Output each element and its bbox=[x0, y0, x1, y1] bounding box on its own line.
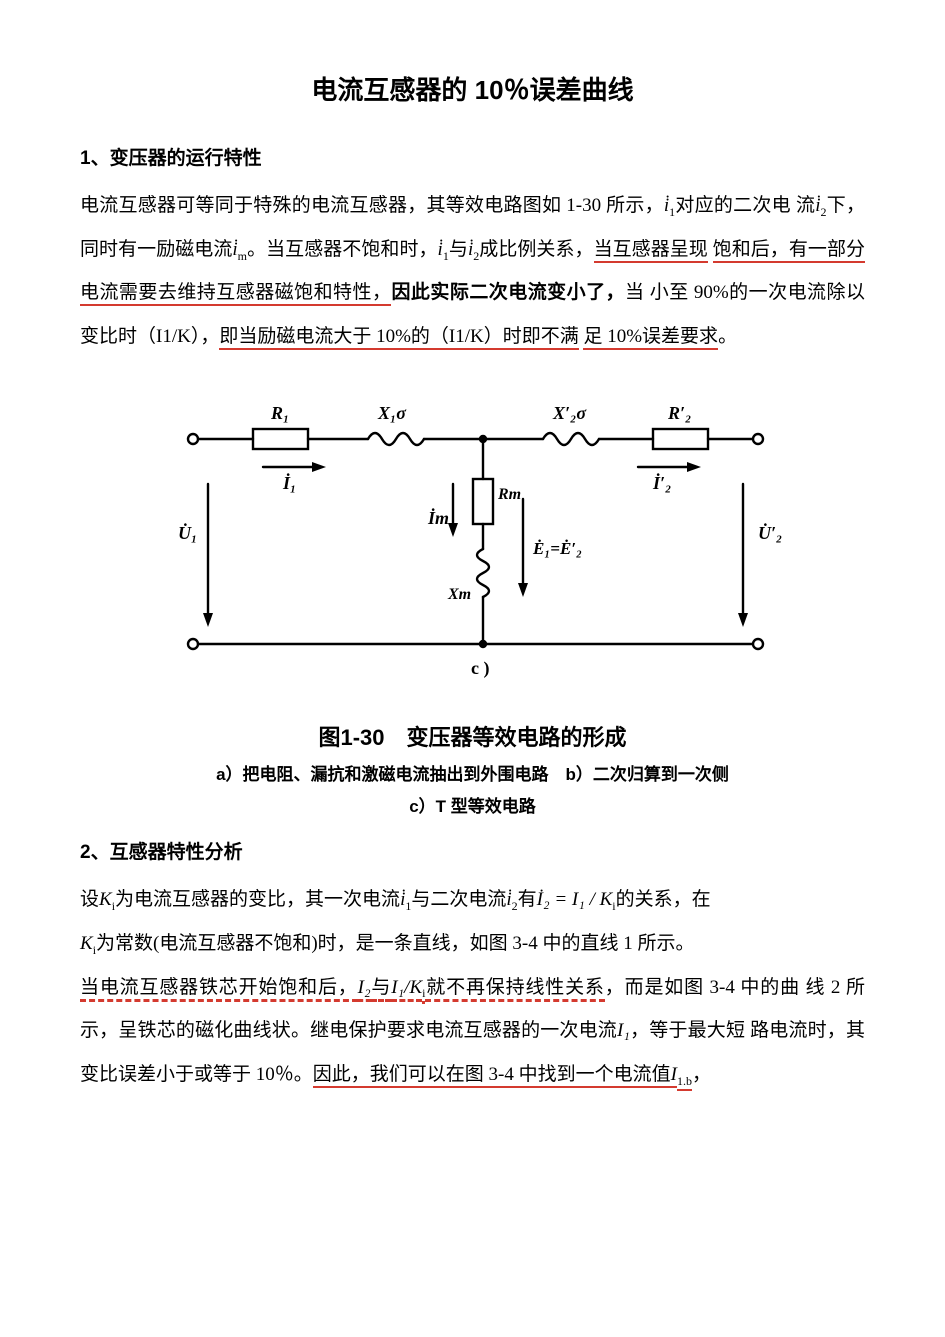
p2-b: 为电流互感器的变比，其一次电流 bbox=[115, 889, 400, 910]
p1-end: 。 bbox=[718, 326, 737, 347]
p2-dash: 当电流互感器铁芯开始饱和后， bbox=[80, 977, 358, 1002]
lbl-E: Ė₁=Ė′₂ bbox=[532, 539, 582, 558]
p2-g: ，而是如图 3-4 中的曲 bbox=[605, 977, 800, 998]
p1-underline-4: 足 10%误差要求 bbox=[583, 326, 718, 350]
lbl-Rm: Rm bbox=[497, 486, 521, 503]
p2-dash2: 就不再保持线性关系 bbox=[425, 977, 604, 1002]
figure-1-30: R₁ X₁σ X′₂σ R′₂ U̇₁ U̇′₂ İ₁ İ′₂ İm Rm Xm… bbox=[153, 389, 793, 823]
fig-caption-sub2: c）T 型等效电路 bbox=[153, 791, 793, 823]
p1-bold: 因此实际二次电流变小了， bbox=[391, 282, 625, 303]
eq: İ₂ = I₁ / K bbox=[537, 889, 613, 910]
section-1-heading: 1、变压器的运行特性 bbox=[80, 143, 865, 170]
lbl-I1: İ₁ bbox=[282, 472, 296, 493]
page: 电流互感器的 10％误差曲线 1、变压器的运行特性 电流互感器可等同于特殊的电流… bbox=[0, 0, 945, 1337]
I1b: I bbox=[671, 1064, 677, 1088]
p2-i: ，等于最大短 bbox=[630, 1020, 745, 1041]
p1-underline-1: 当互感器呈现 bbox=[594, 239, 708, 263]
I1K: I₁/K bbox=[391, 977, 422, 1002]
lbl-c: c ) bbox=[471, 658, 489, 679]
p2-c: 与二次电流 bbox=[411, 889, 506, 910]
Ki: K bbox=[99, 889, 112, 910]
p1-b: 对应的二次电 bbox=[675, 195, 791, 216]
p2-u: 因此，我们可以在图 3-4 中找到一个电流值 bbox=[313, 1064, 671, 1088]
section-1-para: 电流互感器可等同于特殊的电流互感器，其等效电路图如 1-30 所示，i̇1对应的… bbox=[80, 184, 865, 359]
lbl-X2o: X′₂σ bbox=[552, 403, 587, 423]
p1-e: 。当互感器不饱和时， bbox=[247, 239, 438, 260]
p1-tail: 当 bbox=[625, 282, 644, 303]
im-sub: m bbox=[238, 248, 247, 262]
Ki2: K bbox=[80, 933, 93, 954]
lbl-Im: İm bbox=[427, 507, 449, 528]
I1c: I₁ bbox=[617, 1020, 630, 1041]
lbl-R2: R′₂ bbox=[667, 403, 691, 423]
section-2-para: 设Ki为电流互感器的变比，其一次电流i̇1与二次电流i̇2有İ₂ = I₁ / … bbox=[80, 878, 865, 1096]
figure-caption: 图1-30 变压器等效电路的形成 a）把电阻、漏抗和激磁电流抽出到外围电路 b）… bbox=[153, 717, 793, 823]
fig-caption-main: 图1-30 变压器等效电路的形成 bbox=[153, 717, 793, 759]
p2-end: ， bbox=[692, 1064, 711, 1085]
lbl-X1o: X₁σ bbox=[377, 403, 407, 423]
lbl-U1: U̇₁ bbox=[178, 522, 197, 543]
page-title: 电流互感器的 10％误差曲线 bbox=[80, 70, 865, 107]
lbl-Xm: Xm bbox=[447, 586, 471, 603]
p1-g: 成比例关系， bbox=[479, 239, 593, 260]
circuit-diagram: R₁ X₁σ X′₂σ R′₂ U̇₁ U̇′₂ İ₁ İ′₂ İm Rm Xm… bbox=[153, 389, 793, 689]
fig-caption-sub1: a）把电阻、漏抗和激磁电流抽出到外围电路 b）二次归算到一次侧 bbox=[153, 759, 793, 791]
p2-a: 设 bbox=[80, 889, 99, 910]
p1-c: 流 bbox=[796, 195, 815, 216]
I2b: I₂ bbox=[358, 977, 371, 1002]
p1-a: 电流互感器可等同于特殊的电流互感器，其等效电路图如 1-30 所示， bbox=[80, 195, 664, 216]
section-2-heading: 2、互感器特性分析 bbox=[80, 837, 865, 864]
lbl-I2: İ′₂ bbox=[652, 472, 671, 493]
lbl-R1: R₁ bbox=[270, 403, 289, 423]
p1-f: 与 bbox=[449, 239, 468, 260]
p2-dash-and: 与 bbox=[371, 977, 392, 1002]
I1b-sub: 1.b bbox=[677, 1074, 692, 1091]
p2-d: 有 bbox=[518, 889, 537, 910]
lbl-U2: U̇′₂ bbox=[758, 522, 782, 543]
p2-e: 的关系，在 bbox=[616, 889, 711, 910]
p1-underline-3: 即当励磁电流大于 10%的（I1/K）时即不满 bbox=[219, 326, 578, 350]
p2-f: 为常数(电流互感器不饱和)时，是一条直线，如图 3-4 中的直线 1 所示。 bbox=[96, 933, 694, 954]
